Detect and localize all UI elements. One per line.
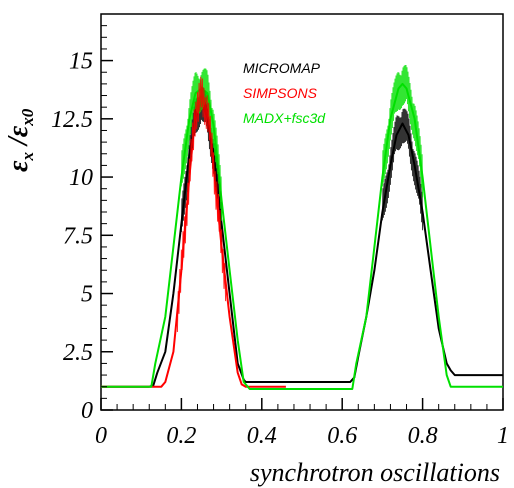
y-axis-title-sub-den: x0 [18,108,37,127]
x-axis-title: synchrotron oscillations [250,458,500,487]
x-tick-label: 0.4 [247,423,277,449]
y-axis-title-sep: / [3,135,34,152]
series-line-madx-fsc3d [101,82,503,390]
legend-entry: MADX+fsc3d [243,110,326,126]
series-ripple [180,68,223,221]
x-tick-label: 0.6 [327,423,357,449]
y-tick-label: 10 [69,165,93,191]
y-axis-title-base: ε [3,160,34,172]
legend-entry: SIMPSONS [243,85,318,101]
y-axis-title-sub-num: x [18,152,37,162]
series-ripple [381,64,424,198]
x-tick-label: 0.8 [408,423,438,449]
series-ripple [381,108,424,231]
y-tick-label: 12.5 [51,107,93,133]
series-ripple [176,76,227,333]
y-axis-title: εx /εx0 [3,108,37,172]
y-tick-label: 2.5 [63,340,93,366]
x-tick-label: 1 [497,423,509,449]
legend-entry: MICROMAP [243,60,321,76]
y-tick-label: 5 [81,282,93,308]
y-axis-title-base2: ε [3,125,34,137]
series-layer [101,64,503,390]
x-tick-label: 0 [95,423,107,449]
y-tick-label: 0 [81,398,93,424]
y-tick-label: 15 [69,49,93,75]
y-tick-label: 7.5 [63,223,93,249]
series-ripple [180,86,223,243]
series-line-micromap [101,99,503,388]
legend: MICROMAP SIMPSONS MADX+fsc3d [243,60,326,126]
x-tick-label: 0.2 [166,423,196,449]
